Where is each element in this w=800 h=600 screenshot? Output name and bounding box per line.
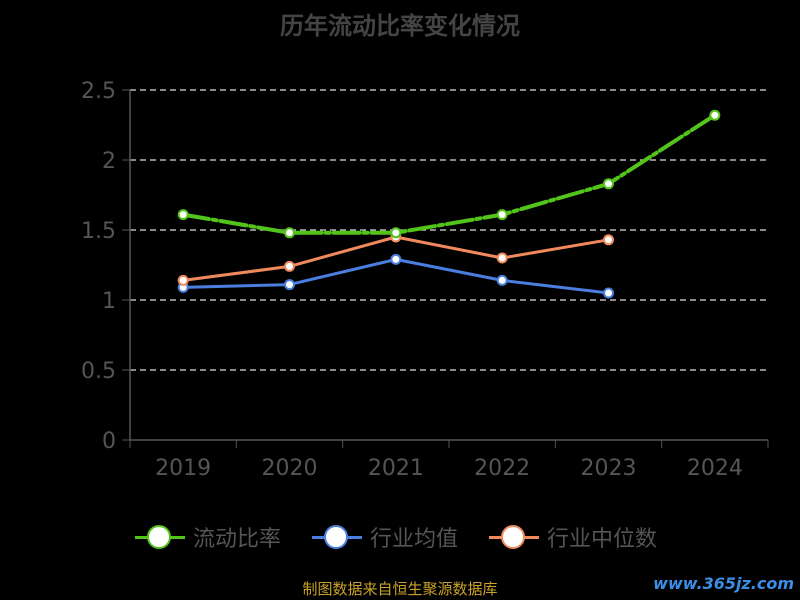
- legend-label: 行业中位数: [547, 527, 658, 552]
- x-tick-label: 2023: [581, 456, 637, 481]
- legend: 流动比率 行业均值 行业中位数: [0, 520, 800, 556]
- legend-label: 流动比率: [193, 527, 282, 552]
- y-tick-label: 2.5: [81, 79, 116, 104]
- chart-title: 历年流动比率变化情况: [280, 12, 520, 40]
- y-tick-label: 0: [102, 429, 116, 454]
- data-point: [284, 279, 295, 291]
- legend-item-current-ratio[interactable]: 流动比率: [135, 520, 281, 554]
- x-tick-label: 2022: [474, 456, 530, 481]
- data-point: [177, 274, 189, 286]
- data-point: [496, 252, 508, 264]
- data-point: [284, 260, 295, 272]
- data-point: [390, 253, 402, 265]
- series-line-0: [181, 113, 717, 235]
- legend-label: 行业均值: [370, 527, 459, 552]
- data-point: [177, 209, 189, 221]
- legend-marker-icon: [312, 520, 362, 554]
- x-tick-label: 2020: [262, 456, 318, 481]
- y-tick-label: 0.5: [81, 359, 116, 384]
- legend-item-industry-average[interactable]: 行业均值: [312, 520, 458, 554]
- data-point: [603, 234, 614, 246]
- legend-marker-icon: [489, 520, 539, 554]
- data-point: [603, 178, 614, 190]
- data-point: [496, 274, 508, 286]
- data-point: [390, 227, 402, 239]
- legend-marker-icon: [135, 520, 185, 554]
- data-point: [496, 209, 508, 221]
- x-tick-label: 2019: [155, 456, 211, 481]
- data-point: [284, 227, 295, 239]
- data-source-note: 制图数据来自恒生聚源数据库: [302, 580, 498, 598]
- data-point: [603, 287, 614, 299]
- y-tick-label: 1: [102, 289, 116, 314]
- y-tick-label: 2: [102, 149, 116, 174]
- legend-item-industry-median[interactable]: 行业中位数: [489, 520, 657, 554]
- x-tick-label: 2021: [368, 456, 424, 481]
- watermark: www.365jz.com: [653, 574, 794, 593]
- x-tick-label: 2024: [687, 456, 743, 481]
- data-point: [709, 109, 721, 121]
- y-tick-label: 1.5: [81, 219, 116, 244]
